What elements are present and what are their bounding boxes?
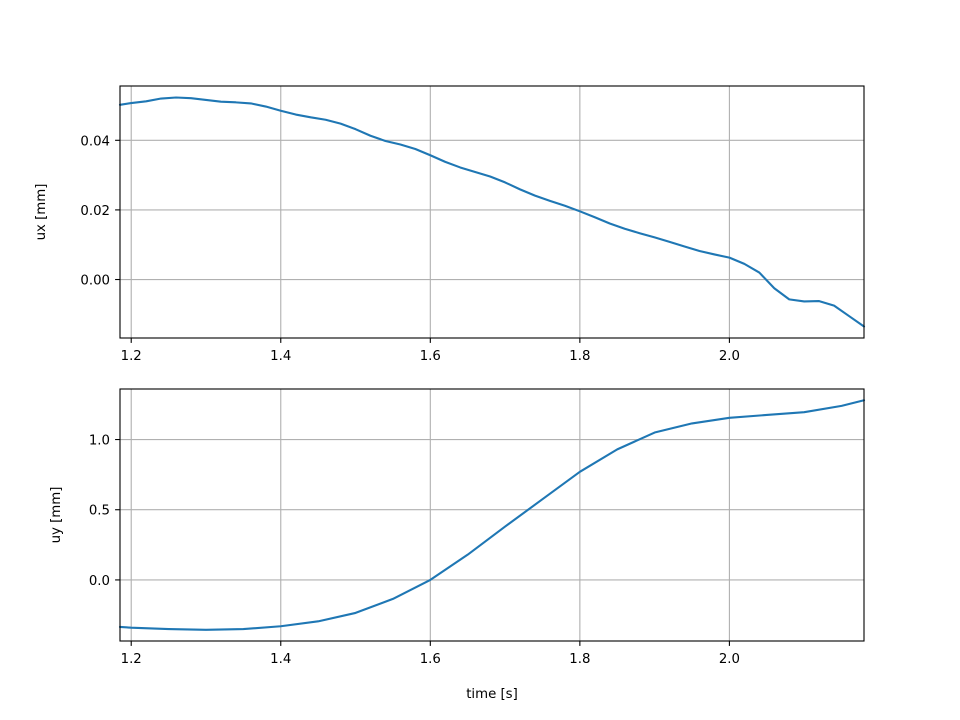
bottom-x-tick-label: 1.6 <box>420 652 441 667</box>
top-ticks: 1.2 1.4 1.6 1.8 2.0 0.00 0.02 0.04 <box>80 134 740 364</box>
bottom-x-tick-label: 1.4 <box>270 652 291 667</box>
bottom-xlabel: time [s] <box>466 687 518 702</box>
top-x-tick-label: 1.6 <box>420 349 441 364</box>
bottom-x-tick-label: 2.0 <box>719 652 740 667</box>
bottom-ylabel: uy [mm] <box>49 487 64 544</box>
bottom-series-line <box>118 399 866 631</box>
top-axes-frame <box>119 85 865 339</box>
top-y-tick-label: 0.04 <box>80 134 110 149</box>
bottom-axes-frame <box>119 388 865 642</box>
top-y-tick-label: 0.00 <box>80 274 110 289</box>
bottom-x-tick-label: 1.2 <box>121 652 142 667</box>
bottom-grid <box>120 389 864 641</box>
top-grid <box>120 86 864 338</box>
bottom-x-tick-label: 1.8 <box>569 652 590 667</box>
top-axes: 1.2 1.4 1.6 1.8 2.0 0.00 0.02 0.04 ux [mm] <box>34 85 866 364</box>
bottom-y-tick-label: 0.0 <box>89 574 110 589</box>
bottom-y-tick-label: 1.0 <box>89 434 110 449</box>
top-series-line <box>118 96 866 328</box>
top-x-tick-label: 2.0 <box>719 349 740 364</box>
top-series <box>118 96 866 328</box>
top-y-tick-label: 0.02 <box>80 204 110 219</box>
bottom-y-tick-label: 0.5 <box>89 504 110 519</box>
top-ylabel: ux [mm] <box>34 184 49 241</box>
bottom-series <box>118 399 866 631</box>
top-x-tick-label: 1.4 <box>270 349 291 364</box>
bottom-ticks: 1.2 1.4 1.6 1.8 2.0 0.0 0.5 1.0 <box>89 434 740 667</box>
bottom-axes: 1.2 1.4 1.6 1.8 2.0 0.0 0.5 1.0 uy [mm] time [s… <box>49 388 866 702</box>
top-x-tick-label: 1.8 <box>569 349 590 364</box>
top-x-tick-label: 1.2 <box>121 349 142 364</box>
